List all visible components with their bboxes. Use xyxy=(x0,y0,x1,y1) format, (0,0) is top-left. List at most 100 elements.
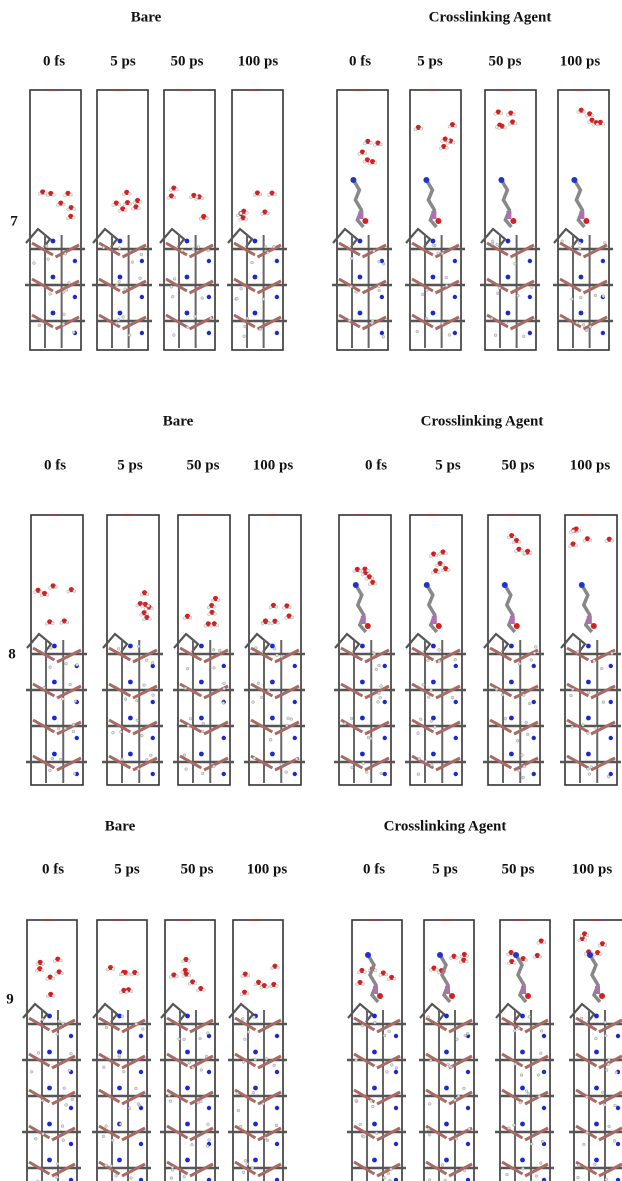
hydrogen xyxy=(243,1038,246,1041)
hydrogen xyxy=(62,1139,65,1142)
nitrogen xyxy=(453,331,457,335)
rod xyxy=(57,686,81,698)
hydrogen xyxy=(445,284,448,287)
hydrogen xyxy=(270,967,273,970)
hydrogen xyxy=(382,263,385,266)
hydrogen xyxy=(35,969,38,972)
time-label: 50 ps xyxy=(171,53,204,69)
nitrogen xyxy=(520,1014,525,1019)
hydrogen xyxy=(211,599,214,602)
hydrogen xyxy=(595,727,598,730)
hydrogen xyxy=(518,769,521,772)
hydrogen xyxy=(63,313,66,316)
hydrogen xyxy=(202,722,205,725)
hydrogen xyxy=(213,666,216,669)
time-label: 0 fs xyxy=(43,53,65,69)
hydrogen xyxy=(358,152,361,155)
hydrogen xyxy=(223,682,226,685)
hydrogen xyxy=(204,624,207,627)
nitrogen xyxy=(253,1158,258,1163)
hydrogen xyxy=(441,140,444,143)
hydrogen xyxy=(192,248,195,251)
hydrogen xyxy=(124,288,127,291)
simulation-cell xyxy=(244,515,305,785)
agent-head xyxy=(506,211,511,219)
hydrogen xyxy=(464,1034,467,1037)
nitrogen xyxy=(383,736,387,740)
nitrogen xyxy=(579,311,584,316)
rod xyxy=(190,1164,213,1176)
hydrogen xyxy=(242,1061,245,1064)
hydrogen xyxy=(508,123,511,126)
hydrogen xyxy=(490,317,493,320)
nitrogen xyxy=(185,1086,190,1091)
hydrogen xyxy=(578,242,581,245)
hydrogen xyxy=(445,146,448,149)
hydrogen xyxy=(393,977,396,980)
hydrogen xyxy=(267,622,270,625)
hydrogen xyxy=(505,322,508,325)
hydrogen xyxy=(382,335,385,338)
hydrogen xyxy=(146,593,149,596)
hydrogen xyxy=(604,1034,607,1037)
hydrogen xyxy=(373,652,376,655)
rod xyxy=(599,1164,622,1176)
time-label: 5 ps xyxy=(117,457,143,473)
nitrogen xyxy=(394,1106,398,1110)
hydrogen xyxy=(73,772,76,775)
hydrogen xyxy=(539,955,542,958)
agent-chain xyxy=(582,585,592,632)
hydrogen xyxy=(512,113,515,116)
hydrogen xyxy=(520,1074,523,1077)
hydrogen xyxy=(362,982,365,985)
hydrogen xyxy=(600,667,603,670)
hydrogen xyxy=(523,552,526,555)
hydrogen xyxy=(206,1032,209,1035)
rod xyxy=(57,650,81,662)
nitrogen xyxy=(207,259,211,263)
hydrogen xyxy=(449,957,452,960)
hydrogen xyxy=(42,1132,45,1135)
nitrogen xyxy=(140,259,144,263)
hydrogen xyxy=(593,1163,596,1166)
hydrogen xyxy=(252,1091,255,1094)
hydrogen xyxy=(512,541,515,544)
hydrogen xyxy=(353,570,356,573)
hydrogen xyxy=(168,1094,171,1097)
nitrogen xyxy=(222,664,226,668)
hydrogen xyxy=(182,975,185,978)
hydrogen xyxy=(436,564,439,567)
hydrogen xyxy=(584,938,587,941)
hydrogen xyxy=(121,1015,124,1018)
hydrogen xyxy=(202,989,205,992)
hydrogen xyxy=(270,622,273,625)
rod xyxy=(52,1128,75,1140)
hydrogen xyxy=(64,727,67,730)
hydrogen xyxy=(441,322,444,325)
nitrogen xyxy=(128,680,133,685)
hydrogen xyxy=(369,737,372,740)
hydrogen xyxy=(589,325,592,328)
hydrogen xyxy=(494,334,497,337)
hydrogen xyxy=(260,696,263,699)
hydrogen xyxy=(585,114,588,117)
rod xyxy=(599,1020,622,1032)
nitrogen xyxy=(207,331,211,335)
hydrogen xyxy=(244,1159,247,1162)
hydrogen xyxy=(593,953,596,956)
hydrogen xyxy=(463,1169,466,1172)
nitrogen xyxy=(270,680,275,685)
hydrogen xyxy=(167,196,170,199)
nitrogen xyxy=(151,736,155,740)
nitrogen xyxy=(520,1158,525,1163)
hydrogen xyxy=(579,296,582,299)
hydrogen xyxy=(262,1102,265,1105)
hydrogen xyxy=(588,773,591,776)
nitrogen xyxy=(253,311,258,316)
hydrogen xyxy=(601,1091,604,1094)
hydrogen xyxy=(122,193,125,196)
hydrogen xyxy=(457,1095,460,1098)
hydrogen xyxy=(603,241,606,244)
nitrogen xyxy=(532,772,536,776)
hydrogen xyxy=(390,1168,393,1171)
